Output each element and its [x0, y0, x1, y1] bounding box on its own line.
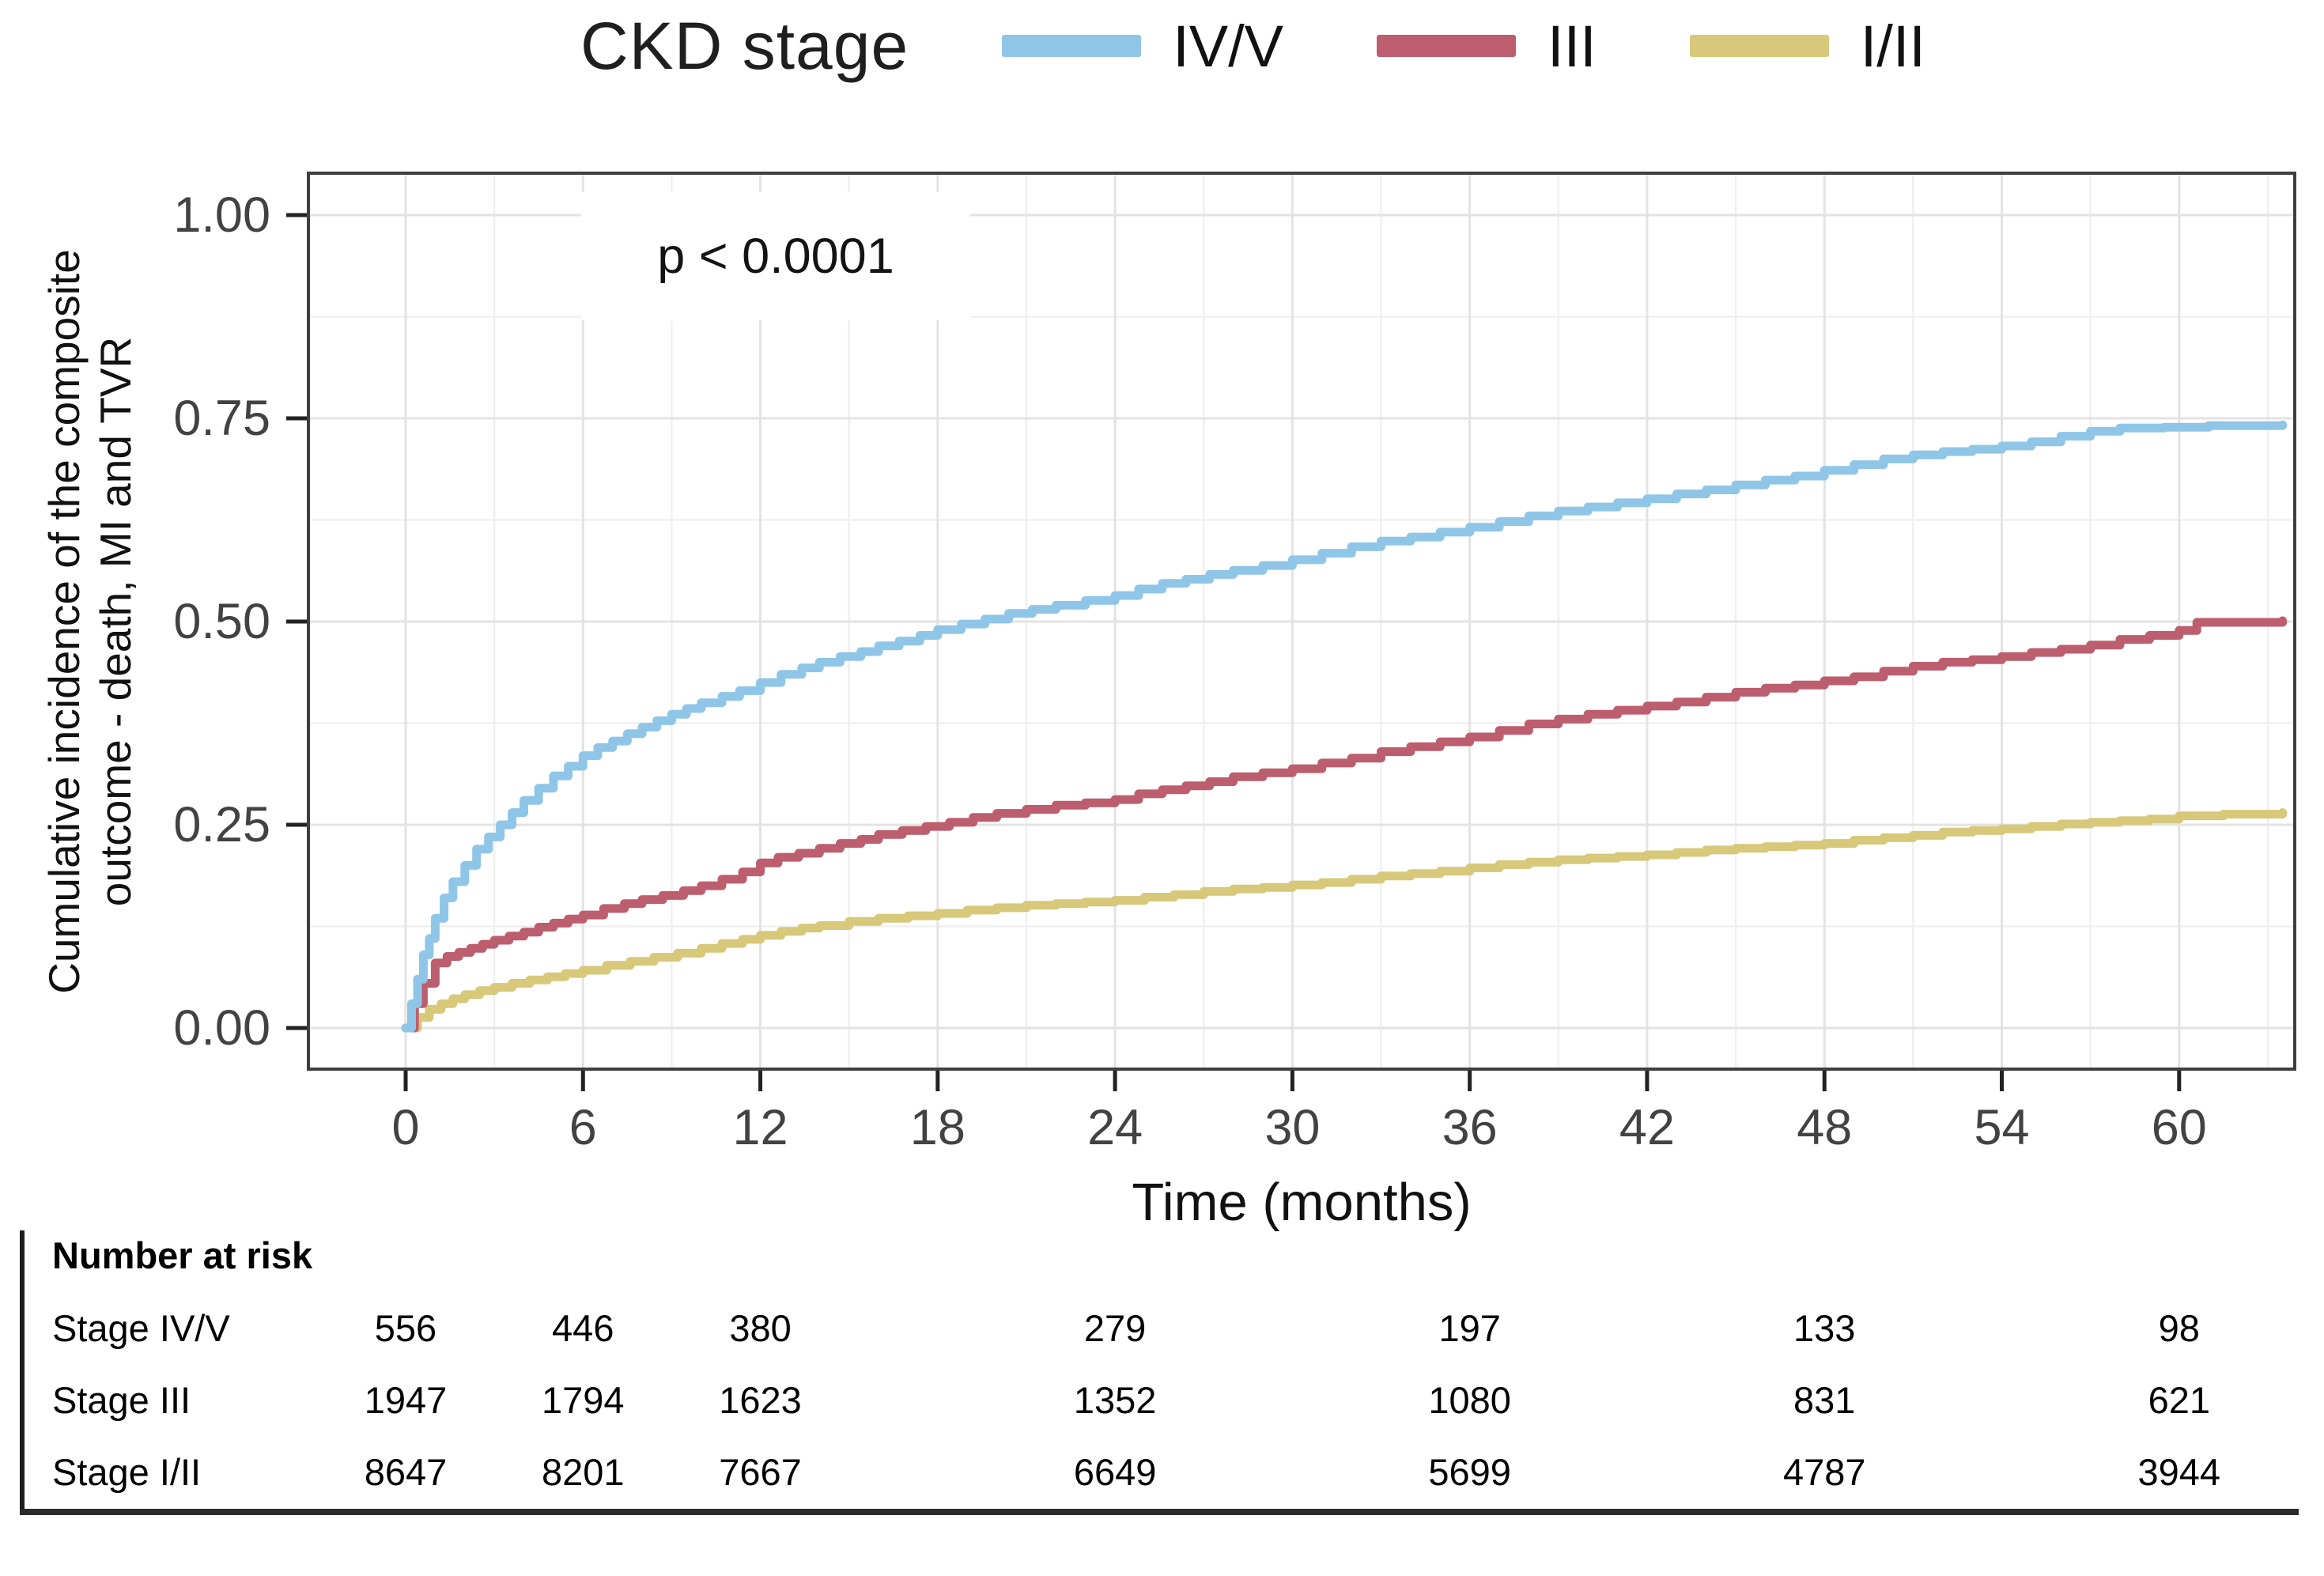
x-tick-label-36: 36	[1442, 1100, 1498, 1155]
risk-value-t6: 1794	[541, 1379, 625, 1421]
x-tick-label-54: 54	[1974, 1100, 2030, 1155]
x-tick-label-24: 24	[1087, 1100, 1143, 1155]
risk-value-t48: 4787	[1782, 1451, 1866, 1493]
x-tick-label-60: 60	[2151, 1100, 2207, 1155]
risk-row-label-Stage-IV-V: Stage IV/V	[52, 1307, 230, 1349]
risk-value-t24: 6649	[1073, 1451, 1157, 1493]
risk-value-t12: 7667	[719, 1451, 802, 1493]
legend-title: CKD stage	[580, 8, 909, 83]
legend-line-swatch	[1377, 35, 1517, 57]
risk-value-t36: 1080	[1428, 1379, 1511, 1421]
legend-item-I-II: I/II	[1689, 13, 1925, 80]
risk-value-t0: 556	[374, 1307, 437, 1349]
legend-item-label: III	[1547, 13, 1597, 79]
curve-III	[401, 616, 2288, 1033]
p-value-annotation: p < 0.0001	[581, 192, 970, 320]
legend-item-label: I/II	[1860, 13, 1925, 79]
risk-value-t36: 5699	[1428, 1451, 1511, 1493]
x-tick-label-48: 48	[1797, 1100, 1853, 1155]
legend-line-swatch	[1002, 35, 1142, 57]
y-tick-label-0.75: 0.75	[173, 391, 270, 446]
curve-I-II	[401, 808, 2288, 1033]
y-tick-label-0.50: 0.50	[173, 594, 270, 649]
risk-table-header: Number at risk	[52, 1234, 313, 1276]
x-tick-label-30: 30	[1264, 1100, 1321, 1155]
risk-table-left-border	[20, 1230, 25, 1512]
x-tick-label-42: 42	[1619, 1100, 1675, 1155]
risk-value-t60: 98	[2158, 1307, 2200, 1349]
legend-item-label: IV/V	[1173, 13, 1284, 79]
risk-value-t0: 8647	[364, 1451, 448, 1493]
risk-value-t48: 831	[1793, 1379, 1856, 1421]
risk-value-t6: 8201	[541, 1451, 625, 1493]
curve-IV-V	[401, 420, 2288, 1033]
legend-line-swatch	[1689, 35, 1829, 57]
legend: CKD stage IV/V III I/II	[0, 5, 2324, 87]
risk-value-t48: 133	[1793, 1307, 1856, 1349]
risk-value-t24: 279	[1083, 1307, 1147, 1349]
risk-value-t6: 446	[552, 1307, 614, 1349]
y-tick-label-0.25: 0.25	[173, 797, 270, 852]
risk-value-t0: 1947	[364, 1379, 448, 1421]
y-tick-label-0.00: 0.00	[173, 1000, 270, 1056]
y-tick-label-1.00: 1.00	[173, 187, 270, 243]
risk-value-t36: 197	[1438, 1307, 1501, 1349]
risk-table-bottom-border	[20, 1509, 2299, 1515]
x-tick-label-6: 6	[569, 1100, 597, 1155]
x-tick-label-0: 0	[391, 1100, 420, 1155]
risk-value-t24: 1352	[1073, 1379, 1157, 1421]
x-axis-title: Time (months)	[1132, 1173, 1472, 1232]
risk-value-t12: 1623	[719, 1379, 802, 1421]
x-tick-label-12: 12	[732, 1100, 788, 1155]
legend-item-IV-V: IV/V	[1002, 13, 1283, 80]
risk-value-t60: 3944	[2137, 1451, 2221, 1493]
x-tick-label-18: 18	[909, 1100, 965, 1155]
risk-row-label-Stage-I-II: Stage I/II	[52, 1451, 202, 1493]
risk-value-t12: 380	[729, 1307, 792, 1349]
risk-value-t60: 621	[2148, 1379, 2210, 1421]
legend-item-III: III	[1377, 13, 1597, 80]
risk-row-label-Stage-III: Stage III	[52, 1379, 191, 1421]
